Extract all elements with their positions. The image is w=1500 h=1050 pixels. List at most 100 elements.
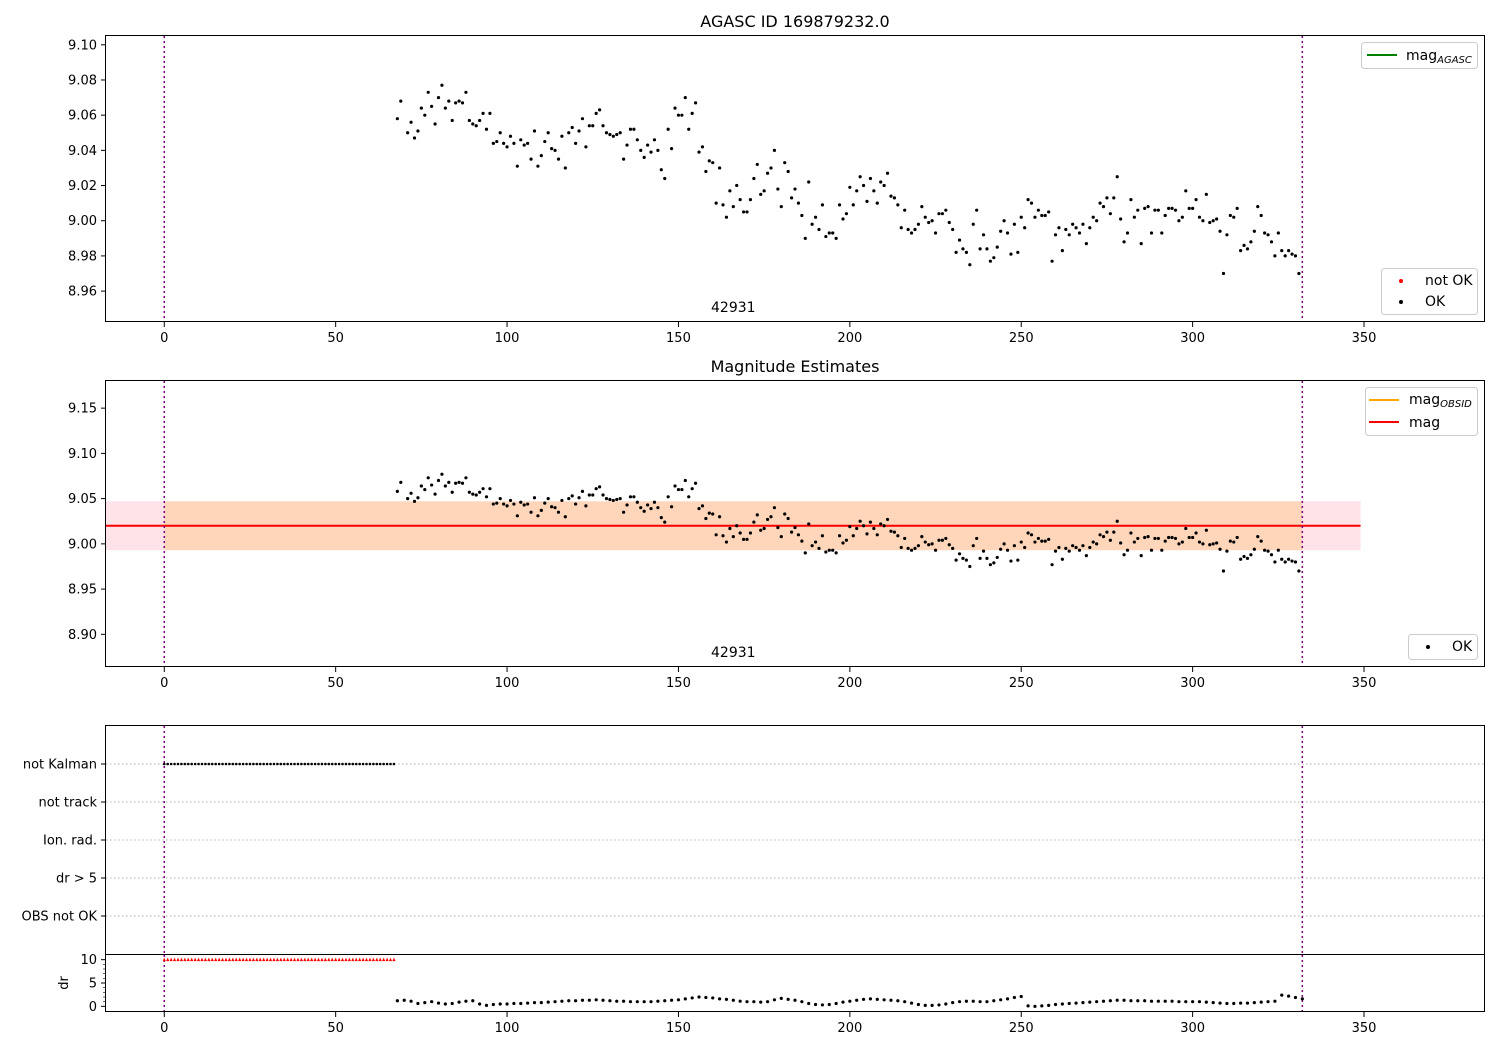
data-point — [1132, 215, 1136, 219]
data-point — [1208, 220, 1212, 225]
data-point — [1047, 210, 1051, 214]
flag-point — [186, 762, 190, 766]
data-point — [923, 540, 927, 544]
data-point — [831, 231, 835, 235]
data-point — [676, 113, 681, 117]
flag-point — [176, 762, 180, 766]
data-point — [594, 487, 598, 491]
data-point — [491, 141, 495, 145]
dr-not-ok-marker — [234, 957, 238, 962]
dr-panel: 0 50 100 150 200 250 300 350 0 5 10 dr — [57, 953, 1485, 1036]
data-point — [1047, 1003, 1051, 1008]
data-point — [615, 132, 619, 137]
legend-box — [1408, 634, 1478, 660]
data-point — [841, 1000, 845, 1004]
data-point — [1064, 227, 1068, 232]
flag-point — [207, 762, 211, 766]
data-point — [495, 501, 499, 505]
flag-category-label: not Kalman — [23, 758, 97, 773]
data-point — [1101, 999, 1106, 1003]
data-point — [1170, 535, 1174, 540]
data-point — [796, 201, 801, 205]
data-point — [885, 171, 890, 175]
data-point — [724, 540, 729, 544]
data-point — [567, 497, 571, 501]
legend-label-ok: OK — [1425, 294, 1446, 310]
data-point — [433, 122, 437, 126]
flag-point — [303, 762, 307, 766]
x-tick-label: 0 — [160, 1021, 168, 1036]
data-point — [1071, 544, 1075, 548]
data-point — [882, 524, 886, 528]
data-point — [457, 1000, 461, 1004]
data-point — [707, 159, 711, 163]
flag-category-label: OBS not OK — [22, 910, 98, 925]
data-point — [1177, 1000, 1181, 1004]
data-point — [649, 150, 653, 154]
data-point — [1256, 205, 1260, 209]
flag-point — [372, 762, 375, 766]
flag-point — [258, 762, 262, 766]
flag-point — [310, 762, 313, 766]
dr-not-ok-marker — [316, 957, 321, 962]
data-point — [635, 1000, 639, 1004]
data-point — [892, 196, 897, 200]
magnitude-estimates-panel: Magnitude Estimates 42931 0 50 100 150 200 250… — [68, 357, 1485, 691]
data-point — [1129, 999, 1133, 1003]
data-point — [1060, 557, 1064, 561]
data-point — [1146, 535, 1150, 539]
data-point — [587, 124, 591, 128]
data-point — [574, 999, 578, 1003]
dr-not-ok-marker — [275, 957, 279, 962]
x-tick-label: 150 — [666, 676, 691, 691]
data-point — [944, 1002, 948, 1006]
data-point — [1009, 559, 1013, 563]
data-point — [1191, 1000, 1195, 1004]
data-point — [868, 997, 873, 1001]
data-point — [669, 505, 674, 509]
data-point — [464, 999, 468, 1003]
data-point — [563, 515, 567, 519]
data-point — [916, 1002, 921, 1007]
data-point — [738, 999, 742, 1003]
data-point — [550, 505, 554, 509]
data-point — [598, 108, 602, 112]
data-point — [622, 999, 626, 1003]
data-point — [776, 525, 780, 530]
data-point — [615, 497, 619, 502]
data-point — [608, 497, 612, 502]
data-point — [580, 117, 585, 121]
flag-point — [378, 762, 382, 766]
data-point — [803, 551, 807, 555]
data-point — [999, 998, 1003, 1002]
data-point — [1005, 997, 1010, 1001]
data-point — [412, 136, 417, 140]
data-point — [491, 502, 495, 506]
x-tick-label: 300 — [1180, 676, 1205, 691]
data-point — [1146, 205, 1150, 209]
dr-not-ok-marker — [248, 957, 252, 962]
data-point — [985, 556, 989, 560]
data-point — [1053, 1002, 1058, 1007]
data-point — [704, 516, 708, 521]
flag-point — [272, 762, 276, 766]
obsid-annotation: 42931 — [711, 645, 756, 661]
data-point — [430, 1000, 434, 1004]
data-point — [844, 212, 849, 216]
data-point — [848, 525, 852, 529]
data-point — [837, 203, 842, 207]
data-point — [1245, 247, 1250, 251]
data-point — [532, 496, 537, 500]
data-point — [765, 171, 770, 175]
data-point — [450, 1001, 454, 1006]
data-point — [807, 1001, 811, 1006]
data-point — [848, 999, 852, 1003]
data-point — [457, 99, 461, 103]
dr-not-ok-marker — [289, 957, 293, 962]
data-point — [687, 127, 691, 131]
legend-marker-ok — [1399, 300, 1403, 304]
flag-point — [210, 762, 214, 766]
x-tick-label: 250 — [1009, 676, 1034, 691]
dr-not-ok-marker — [214, 957, 218, 962]
y-tick-label: 9.04 — [68, 144, 97, 159]
